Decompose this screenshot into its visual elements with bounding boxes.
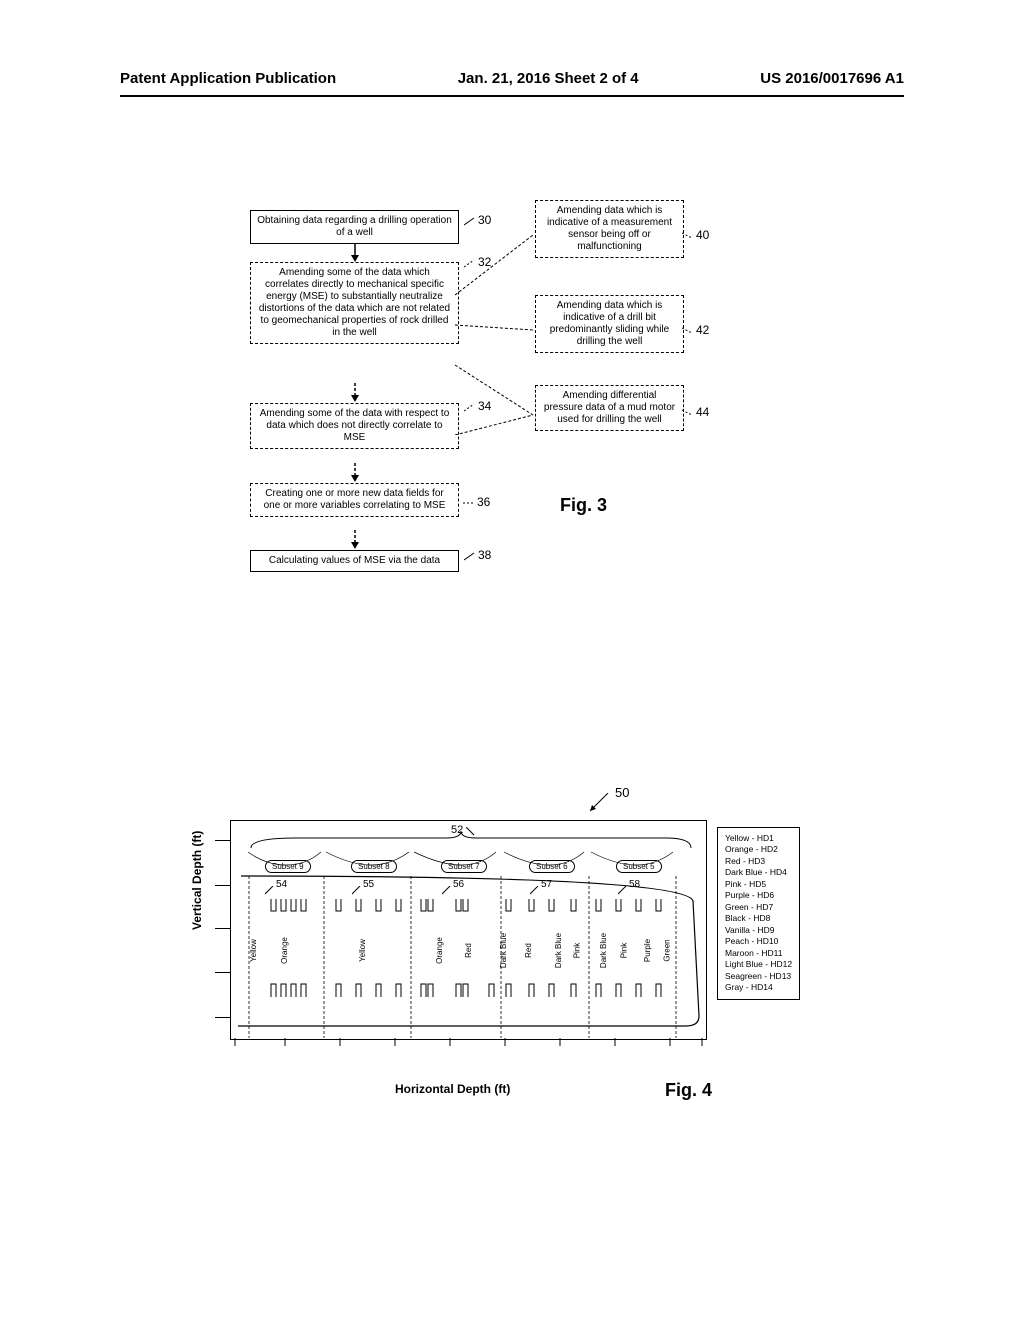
box-44-text: Amending differential pressure data of a… [544,390,675,425]
x-axis-label: Horizontal Depth (ft) [395,1082,510,1096]
color-orange-1: Orange [280,937,289,964]
legend-item: Purple - HD6 [725,890,792,901]
color-darkblue-2: Dark Blue [554,933,563,968]
ref-40: 40 [682,228,710,245]
header-rule [120,95,904,97]
box-36: Creating one or more new data fields for… [250,483,459,517]
arrow-32-34 [350,383,360,403]
box-34-text: Amending some of the data with respect t… [260,408,450,443]
y-axis-label: Vertical Depth (ft) [190,831,204,930]
color-darkblue-1: Dark Blue [499,933,508,968]
legend-item: Seagreen - HD13 [725,971,792,982]
arrow-36-38 [350,530,360,550]
arrow-30-32 [350,243,360,263]
ref-38: 38 [464,550,492,567]
box-32: Amending some of the data which correlat… [250,262,459,344]
box-44: Amending differential pressure data of a… [535,385,684,431]
legend-item: Gray - HD14 [725,982,792,993]
color-red-1: Red [464,943,473,958]
chart-frame: 52 Subset 9 Subset 8 Subset 7 Subset 6 S… [230,820,707,1040]
legend-item: Green - HD7 [725,902,792,913]
header-right: US 2016/0017696 A1 [760,70,904,87]
legend-item: Red - HD3 [725,856,792,867]
box-32-text: Amending some of the data which correlat… [259,267,450,338]
header-center: Jan. 21, 2016 Sheet 2 of 4 [458,70,639,87]
color-darkblue-3: Dark Blue [599,933,608,968]
color-purple: Purple [643,939,652,962]
ref-30: 30 [464,215,492,232]
color-green: Green [663,939,672,961]
y-ticks [215,820,230,1038]
ref-42: 42 [682,323,710,340]
well-bottoms [231,979,706,997]
box-40-text: Amending data which is indicative of a m… [547,205,672,252]
ref-36: 36 [463,497,483,511]
patent-page: Patent Application Publication Jan. 21, … [0,0,1024,1320]
ref-44: 44 [682,405,710,422]
well-curve [231,821,706,1039]
box-42-text: Amending data which is indicative of a d… [550,300,670,347]
color-pink-1: Pink [572,943,581,959]
box-30: Obtaining data regarding a drilling oper… [250,210,459,244]
legend-item: Vanilla - HD9 [725,925,792,936]
arrow-34-36 [350,463,360,483]
legend-item: Black - HD8 [725,913,792,924]
color-red-2: Red [524,943,533,958]
well-tops [231,899,706,917]
color-orange-2: Orange [435,937,444,964]
connector-lines [455,235,535,435]
legend-item: Dark Blue - HD4 [725,867,792,878]
fig3-label: Fig. 3 [560,495,607,516]
box-38-text: Calculating values of MSE via the data [269,555,440,566]
color-pink-2: Pink [619,943,628,959]
legend-item: Maroon - HD11 [725,948,792,959]
color-yellow-1: Yellow [249,939,258,962]
legend-item: Pink - HD5 [725,879,792,890]
box-38: Calculating values of MSE via the data [250,550,459,572]
box-36-text: Creating one or more new data fields for… [264,488,446,511]
color-yellow-2: Yellow [358,939,367,962]
box-30-text: Obtaining data regarding a drilling oper… [257,215,452,238]
box-40: Amending data which is indicative of a m… [535,200,684,258]
header-left: Patent Application Publication [120,70,336,87]
box-42: Amending data which is indicative of a d… [535,295,684,353]
fig4-label: Fig. 4 [665,1080,712,1101]
legend-item: Light Blue - HD12 [725,959,792,970]
box-34: Amending some of the data with respect t… [250,403,459,449]
legend-item: Peach - HD10 [725,936,792,947]
page-header: Patent Application Publication Jan. 21, … [120,70,904,92]
legend-item: Yellow - HD1 [725,833,792,844]
legend: Yellow - HD1 Orange - HD2 Red - HD3 Dark… [717,827,800,1000]
legend-item: Orange - HD2 [725,844,792,855]
x-ticks [230,1038,705,1052]
